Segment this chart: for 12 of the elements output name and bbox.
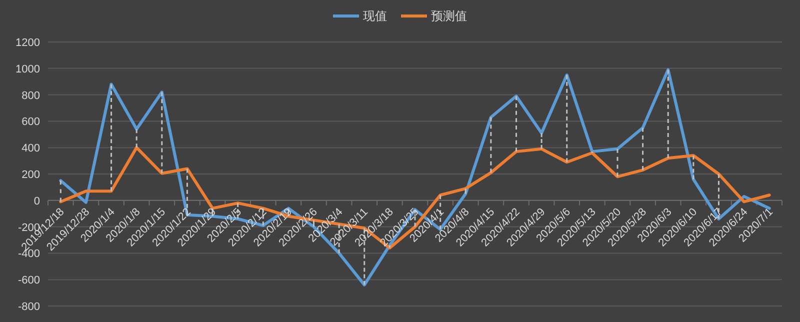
y-tick-label: 200 (22, 169, 40, 181)
y-tick-label: -600 (18, 274, 40, 287)
y-tick-label: -800 (18, 301, 40, 313)
legend-label: 预测值 (431, 9, 467, 23)
legend-label: 现值 (363, 9, 387, 23)
y-tick-label: 1200 (16, 37, 40, 49)
y-tick-label: 1000 (16, 63, 40, 76)
y-tick-label: -400 (18, 248, 40, 260)
y-tick-label: 600 (22, 116, 40, 128)
y-tick-label: 800 (22, 90, 40, 102)
y-tick-label: 400 (22, 142, 40, 155)
y-tick-label: 0 (34, 195, 40, 208)
